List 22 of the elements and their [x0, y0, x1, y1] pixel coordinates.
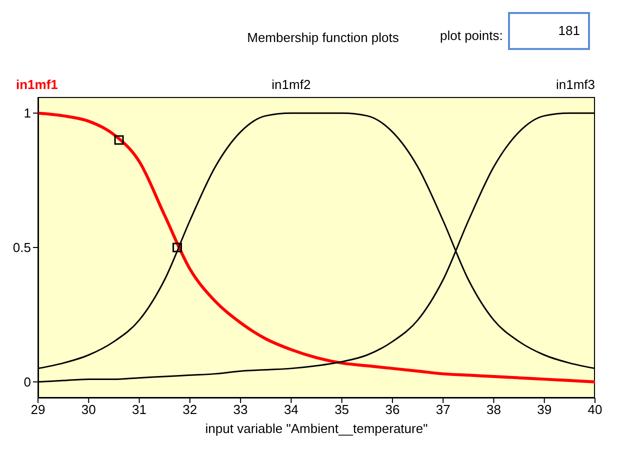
x-tick-label: 33 [233, 402, 248, 418]
x-tick-label: 29 [30, 402, 46, 418]
x-tick-label: 36 [385, 402, 400, 418]
x-tick-label: 34 [284, 402, 298, 418]
y-tick-label: 0 [24, 374, 31, 390]
text-field: 181 [508, 12, 590, 50]
y-tick-label: 0.5 [12, 240, 31, 256]
series-label: in1mf2 [272, 77, 311, 92]
x-tick-label: 39 [537, 402, 552, 418]
x-tick-label: 31 [132, 402, 147, 418]
x-tick-label: 30 [81, 402, 96, 418]
chart-title: Membership function plots [246, 30, 400, 45]
x-tick-label: 32 [182, 402, 198, 418]
x-tick-label: 35 [334, 402, 350, 418]
x-axis-title: input variable "Ambient__temperature" [205, 421, 428, 436]
y-tick-label: 1 [24, 106, 31, 121]
series-label: in1mf1 [16, 77, 58, 92]
series-label: in1mf3 [556, 77, 595, 92]
x-tick-label: 37 [436, 402, 450, 418]
x-tick-label: 38 [486, 402, 501, 418]
x-tick-label: 40 [588, 402, 602, 418]
text: plot points: [440, 28, 503, 43]
